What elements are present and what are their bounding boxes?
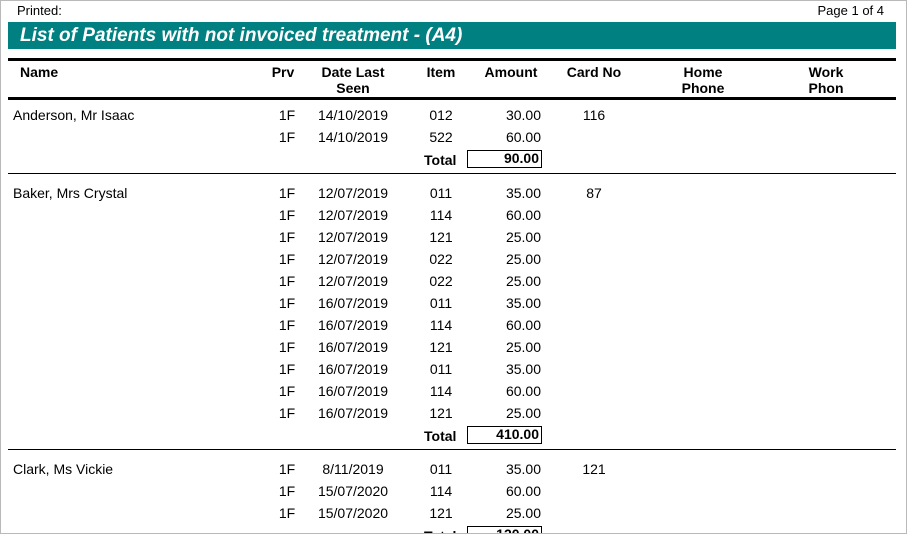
patient-separator: [8, 173, 896, 174]
treatment-prv: 1F: [278, 483, 296, 499]
header-bottom-rule: [8, 97, 896, 100]
patient-name: Anderson, Mr Isaac: [13, 107, 135, 123]
treatment-date: 12/07/2019: [317, 185, 389, 201]
col-header-name: Name: [20, 64, 59, 80]
treatment-prv: 1F: [278, 317, 296, 333]
treatment-date: 16/07/2019: [317, 295, 389, 311]
treatment-date: 16/07/2019: [317, 361, 389, 377]
col-header-home-line1: Home: [683, 64, 723, 80]
treatment-prv: 1F: [278, 185, 296, 201]
treatment-item: 011: [429, 185, 453, 201]
total-label: Total: [424, 428, 457, 444]
treatment-amount: 60.00: [505, 129, 541, 145]
treatment-amount: 25.00: [505, 273, 541, 289]
treatment-prv: 1F: [278, 229, 296, 245]
treatment-date: 16/07/2019: [317, 339, 389, 355]
col-header-item: Item: [426, 64, 456, 80]
report-title-banner: List of Patients with not invoiced treat…: [8, 22, 896, 49]
total-label: Total: [424, 152, 457, 168]
treatment-date: 8/11/2019: [322, 461, 384, 477]
col-header-home-line2: Phone: [681, 80, 725, 96]
col-header-card: Card No: [566, 64, 622, 80]
treatment-amount: 25.00: [505, 405, 541, 421]
treatment-prv: 1F: [278, 361, 296, 377]
treatment-amount: 35.00: [505, 185, 541, 201]
header-top-rule: [8, 58, 896, 61]
col-header-work-line2: Phon: [808, 80, 844, 96]
treatment-amount: 30.00: [505, 107, 541, 123]
treatment-prv: 1F: [278, 339, 296, 355]
treatment-prv: 1F: [278, 129, 296, 145]
treatment-item: 114: [429, 383, 453, 399]
treatment-item: 114: [429, 207, 453, 223]
treatment-item: 114: [429, 483, 453, 499]
patient-total: 120.00: [467, 526, 542, 533]
treatment-item: 022: [429, 273, 453, 289]
treatment-prv: 1F: [278, 251, 296, 267]
treatment-amount: 25.00: [505, 505, 541, 521]
treatment-item: 011: [429, 295, 453, 311]
treatment-prv: 1F: [278, 295, 296, 311]
treatment-item: 522: [429, 129, 453, 145]
treatment-prv: 1F: [278, 505, 296, 521]
treatment-item: 011: [429, 461, 453, 477]
treatment-amount: 25.00: [505, 229, 541, 245]
treatment-date: 12/07/2019: [317, 207, 389, 223]
treatment-date: 15/07/2020: [317, 483, 389, 499]
total-label: Total: [424, 528, 456, 533]
treatment-amount: 35.00: [505, 295, 541, 311]
patient-card-no: 121: [582, 461, 606, 477]
treatment-item: 012: [429, 107, 453, 123]
treatment-item: 121: [429, 339, 453, 355]
treatment-date: 16/07/2019: [317, 383, 389, 399]
treatment-date: 12/07/2019: [317, 273, 389, 289]
treatment-date: 16/07/2019: [317, 317, 389, 333]
treatment-prv: 1F: [278, 405, 296, 421]
treatment-item: 022: [429, 251, 453, 267]
treatment-item: 011: [429, 361, 453, 377]
col-header-work-line1: Work: [808, 64, 844, 80]
patient-card-no: 116: [582, 107, 606, 123]
treatment-item: 121: [429, 229, 453, 245]
patient-separator: [8, 449, 896, 450]
col-header-amount: Amount: [484, 64, 538, 80]
treatment-prv: 1F: [278, 273, 296, 289]
treatment-amount: 25.00: [505, 251, 541, 267]
col-header-date-line1: Date Last: [321, 64, 385, 80]
page-number: Page 1 of 4: [817, 3, 885, 18]
patient-card-no: 87: [586, 185, 602, 201]
treatment-prv: 1F: [278, 207, 296, 223]
treatment-date: 12/07/2019: [317, 251, 389, 267]
treatment-prv: 1F: [278, 383, 296, 399]
patient-total: 410.00: [467, 426, 542, 444]
patient-total: 90.00: [467, 150, 542, 168]
treatment-amount: 25.00: [505, 339, 541, 355]
patient-name: Clark, Ms Vickie: [13, 461, 114, 477]
treatment-item: 121: [429, 405, 453, 421]
treatment-date: 14/10/2019: [317, 107, 389, 123]
col-header-prv: Prv: [271, 64, 295, 80]
patient-name: Baker, Mrs Crystal: [13, 185, 128, 201]
treatment-date: 15/07/2020: [317, 505, 389, 521]
treatment-date: 12/07/2019: [317, 229, 389, 245]
treatment-amount: 60.00: [505, 317, 541, 333]
treatment-date: 16/07/2019: [317, 405, 389, 421]
col-header-date-line2: Seen: [336, 80, 370, 96]
treatment-prv: 1F: [278, 461, 296, 477]
report-title: List of Patients with not invoiced treat…: [20, 25, 463, 46]
treatment-amount: 60.00: [505, 207, 541, 223]
treatment-item: 114: [429, 317, 453, 333]
treatment-date: 14/10/2019: [317, 129, 389, 145]
printed-label: Printed:: [17, 3, 62, 18]
treatment-amount: 60.00: [505, 483, 541, 499]
treatment-item: 121: [429, 505, 453, 521]
treatment-amount: 35.00: [505, 461, 541, 477]
treatment-amount: 35.00: [505, 361, 541, 377]
treatment-prv: 1F: [278, 107, 296, 123]
treatment-amount: 60.00: [505, 383, 541, 399]
